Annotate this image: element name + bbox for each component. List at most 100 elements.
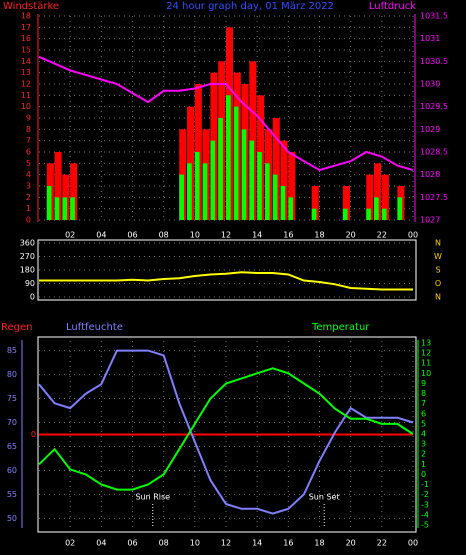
- wind-bar: [366, 208, 371, 220]
- x-tick-label: 22: [377, 231, 387, 240]
- humidity-label: Luftfeuchte: [66, 322, 123, 333]
- y-tick-label: 6: [26, 148, 31, 157]
- temperature-label: Temperatur: [311, 322, 370, 333]
- wind-bar: [54, 152, 62, 220]
- y-tick-label: 270: [20, 252, 35, 261]
- wind-bar: [280, 186, 286, 220]
- y-tick-label: 60: [7, 466, 17, 475]
- x-tick-label: 20: [346, 539, 356, 548]
- y-tick-label: 18: [21, 12, 31, 21]
- y2-tick-label: -3: [421, 500, 429, 509]
- wind-bar: [218, 118, 223, 220]
- y-tick-label: 3: [26, 182, 31, 191]
- y-tick-label: 8: [26, 125, 31, 134]
- y2-tick-label: 1028.5: [420, 148, 448, 157]
- y2-tick-label: N: [435, 239, 441, 248]
- y-tick-label: 15: [21, 46, 31, 55]
- y2-tick-label: 7: [421, 399, 426, 408]
- wind-bar: [280, 140, 288, 220]
- x-tick-label: 00: [408, 539, 418, 548]
- wind-bar: [374, 197, 379, 220]
- x-tick-label: 04: [96, 231, 106, 240]
- y-tick-label: 70: [7, 418, 17, 427]
- x-tick-label: 14: [252, 231, 262, 240]
- x-tick-label: 04: [96, 539, 106, 548]
- y-tick-label: 55: [7, 490, 17, 499]
- x-tick-label: 00: [408, 231, 418, 240]
- y2-tick-label: W: [434, 252, 442, 261]
- y2-tick-label: 3: [421, 440, 426, 449]
- wind-bar: [397, 197, 403, 220]
- y2-tick-label: 6: [421, 409, 426, 418]
- y2-tick-label: 1027: [420, 216, 440, 225]
- y2-tick-label: O: [435, 279, 441, 288]
- y2-tick-label: 0: [421, 470, 426, 479]
- y2-tick-label: S: [435, 266, 440, 275]
- y-tick-label: 13: [21, 68, 31, 77]
- y-tick-label: 65: [7, 442, 17, 451]
- x-tick-label: 10: [190, 231, 200, 240]
- y-tick-label: 1: [26, 204, 31, 213]
- wind-bar: [249, 140, 255, 220]
- y2-tick-label: 1030.5: [420, 57, 448, 66]
- series-line: [38, 349, 414, 515]
- y-tick-label: 17: [21, 23, 31, 32]
- wind-bar: [366, 174, 374, 220]
- wind-bar: [62, 197, 68, 220]
- wind-bar: [311, 208, 317, 220]
- wind-bar: [202, 163, 208, 220]
- wind-bar: [342, 208, 348, 220]
- wind-bar: [241, 129, 247, 220]
- x-tick-label: 18: [314, 539, 324, 548]
- y-tick-label: 180: [20, 266, 35, 275]
- y2-tick-label: 1028: [420, 170, 440, 179]
- y2-tick-label: 10: [421, 369, 431, 378]
- y2-tick-label: 5: [421, 419, 426, 428]
- y2-tick-label: 8: [421, 389, 426, 398]
- y-tick-label: 50: [7, 514, 17, 523]
- y2-tick-label: 12: [421, 349, 431, 358]
- y-tick-label: 0: [26, 216, 31, 225]
- wind-bar: [381, 208, 387, 220]
- y2-tick-label: 1: [421, 460, 426, 469]
- x-tick-label: 14: [252, 539, 262, 548]
- y2-tick-label: 1031: [420, 34, 440, 43]
- y-tick-label: 85: [7, 346, 17, 355]
- y2-tick-label: 1029: [420, 125, 440, 134]
- y2-tick-label: N: [435, 293, 441, 302]
- x-tick-label: 08: [159, 539, 169, 548]
- x-tick-label: 12: [221, 539, 231, 548]
- y-tick-label: 14: [21, 57, 31, 66]
- y-tick-label: 360: [20, 239, 35, 248]
- x-tick-label: 12: [221, 231, 231, 240]
- y2-tick-label: 9: [421, 379, 426, 388]
- series-line: [39, 271, 413, 291]
- wind-bar: [272, 174, 278, 220]
- annotation: Sun Set: [309, 493, 340, 502]
- y-tick-label: 9: [26, 114, 31, 123]
- y2-tick-label: 11: [421, 359, 431, 368]
- y-tick-label: 12: [21, 80, 31, 89]
- wind-bar: [288, 152, 296, 220]
- y2-tick-label: -5: [421, 520, 429, 529]
- wind-bar: [210, 140, 216, 220]
- y2-tick-label: -1: [421, 480, 429, 489]
- x-tick-label: 06: [127, 539, 137, 548]
- y-tick-label: 7: [26, 136, 31, 145]
- wind-bar: [70, 197, 75, 220]
- wind-bar: [70, 163, 78, 220]
- y2-tick-label: 1030: [420, 80, 440, 89]
- wind-bar: [46, 186, 52, 220]
- wind-bar: [194, 152, 200, 220]
- x-tick-label: 18: [314, 231, 324, 240]
- y2-tick-label: 4: [421, 429, 426, 438]
- x-tick-label: 02: [65, 231, 75, 240]
- y2-tick-label: 2: [421, 450, 426, 459]
- y2-tick-label: -2: [421, 490, 429, 499]
- y-tick-label: 10: [21, 102, 31, 111]
- y2-tick-label: 1027.5: [420, 193, 448, 202]
- x-tick-label: 08: [159, 231, 169, 240]
- direction-frame: [37, 239, 417, 301]
- y2-tick-label: 1029.5: [420, 102, 448, 111]
